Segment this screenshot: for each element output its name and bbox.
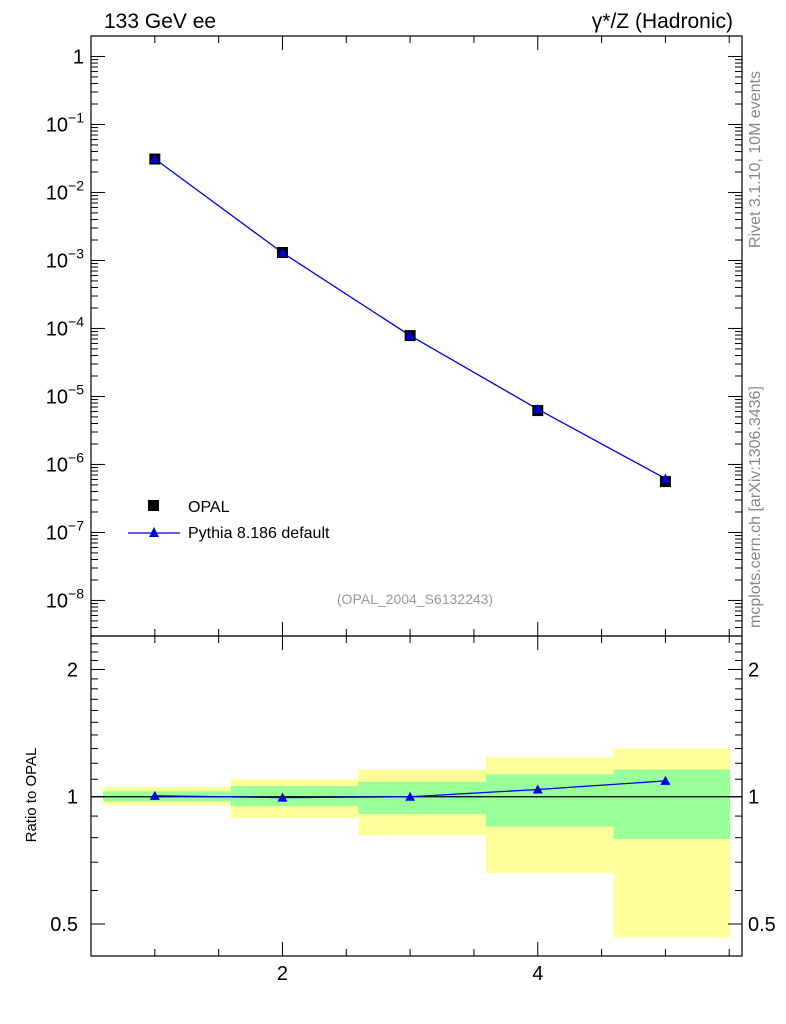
ratio-y-tick-labels: 2 2 1 1 0.5 0.5 bbox=[50, 659, 776, 936]
process-title: γ*/Z (Hadronic) bbox=[592, 10, 733, 33]
main-y-tick-label: 10−3 bbox=[46, 245, 84, 272]
ratio-y-tick-label-left: 0.5 bbox=[50, 914, 78, 936]
ratio-pythia-point bbox=[532, 784, 543, 794]
x-tick-label: 4 bbox=[532, 963, 543, 985]
ratio-bands bbox=[103, 748, 730, 938]
ratio-band-inner bbox=[613, 769, 730, 839]
main-y-tick-label: 10−2 bbox=[46, 177, 84, 204]
pythia-line bbox=[154, 158, 666, 480]
ratio-band-inner bbox=[485, 774, 614, 827]
pythia-point bbox=[149, 153, 160, 163]
main-frame bbox=[90, 35, 743, 637]
pythia-point bbox=[277, 247, 288, 257]
legend-opal-label: OPAL bbox=[188, 499, 230, 516]
main-y-tick-label: 10−4 bbox=[46, 313, 84, 340]
pythia-point bbox=[405, 330, 416, 340]
ratio-series bbox=[149, 775, 671, 802]
ratio-y-tick-label-left: 1 bbox=[67, 787, 78, 809]
legend: OPAL Pythia 8.186 default bbox=[128, 499, 330, 542]
main-y-tick-label: 1 bbox=[73, 46, 84, 68]
ratio-y-axis-label: Ratio to OPAL bbox=[23, 748, 40, 843]
ratio-y-tick-label-right: 2 bbox=[748, 659, 759, 681]
ratio-band-inner bbox=[358, 781, 486, 815]
main-y-tick-label: 10−6 bbox=[46, 449, 84, 476]
ratio-frame bbox=[90, 635, 743, 957]
main-y-tick-label: 10−8 bbox=[46, 585, 84, 612]
ratio-pythia-point bbox=[405, 791, 416, 801]
x-tick-label: 2 bbox=[277, 963, 288, 985]
ratio-pythia-point bbox=[277, 792, 288, 802]
ratio-band-inner bbox=[230, 786, 359, 807]
legend-pythia-label: Pythia 8.186 default bbox=[188, 525, 330, 542]
main-y-tick-label: 10−1 bbox=[46, 109, 84, 136]
energy-title: 133 GeV ee bbox=[104, 10, 216, 33]
main-axes bbox=[90, 35, 743, 637]
analysis-tag: (OPAL_2004_S6132243) bbox=[337, 591, 493, 607]
pythia-point bbox=[532, 404, 543, 414]
legend-pythia-marker bbox=[149, 527, 159, 537]
main-y-tick-label: 10−7 bbox=[46, 517, 84, 544]
ratio-pythia-point bbox=[149, 790, 160, 800]
main-y-tick-labels: 1 10−1 10−2 10−3 10−4 10−5 10−6 10−7 10−8 bbox=[46, 46, 84, 612]
ratio-y-tick-label-right: 1 bbox=[748, 787, 759, 809]
ratio-y-tick-label-right: 0.5 bbox=[748, 914, 776, 936]
ratio-pythia-point bbox=[660, 775, 671, 785]
rivet-version-label: Rivet 3.1.10, 10M events bbox=[747, 71, 764, 248]
pythia-point bbox=[660, 473, 671, 483]
ratio-y-tick-label-left: 2 bbox=[67, 659, 78, 681]
main-series bbox=[149, 153, 671, 488]
main-y-tick-label: 10−5 bbox=[46, 381, 84, 408]
mcplots-reference-label: mcplots.cern.ch [arXiv:1306.3436] bbox=[747, 386, 764, 628]
legend-opal-marker bbox=[148, 500, 159, 511]
